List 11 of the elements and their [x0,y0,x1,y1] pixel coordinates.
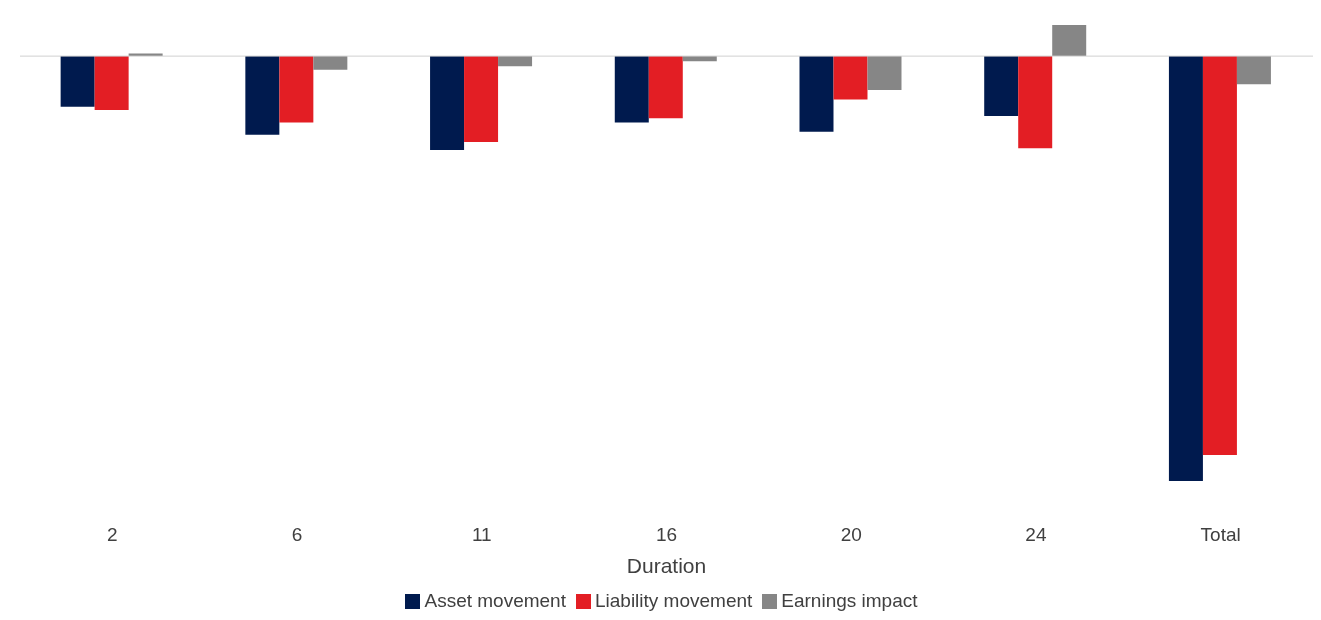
x-tick-label: 2 [107,524,118,546]
x-tick-label: 20 [840,524,862,546]
x-tick-label: 16 [655,524,678,546]
legend-label: Liability movement [594,590,753,611]
legend-label: Earnings impact [781,590,918,611]
legend-label: Asset movement [424,590,566,611]
x-axis-title: Duration [626,553,707,577]
x-tick-label: 6 [291,524,303,546]
x-tick-label: 11 [471,524,492,546]
x-tick-label: 24 [1025,524,1047,546]
x-tick-label: Total [1200,524,1241,546]
